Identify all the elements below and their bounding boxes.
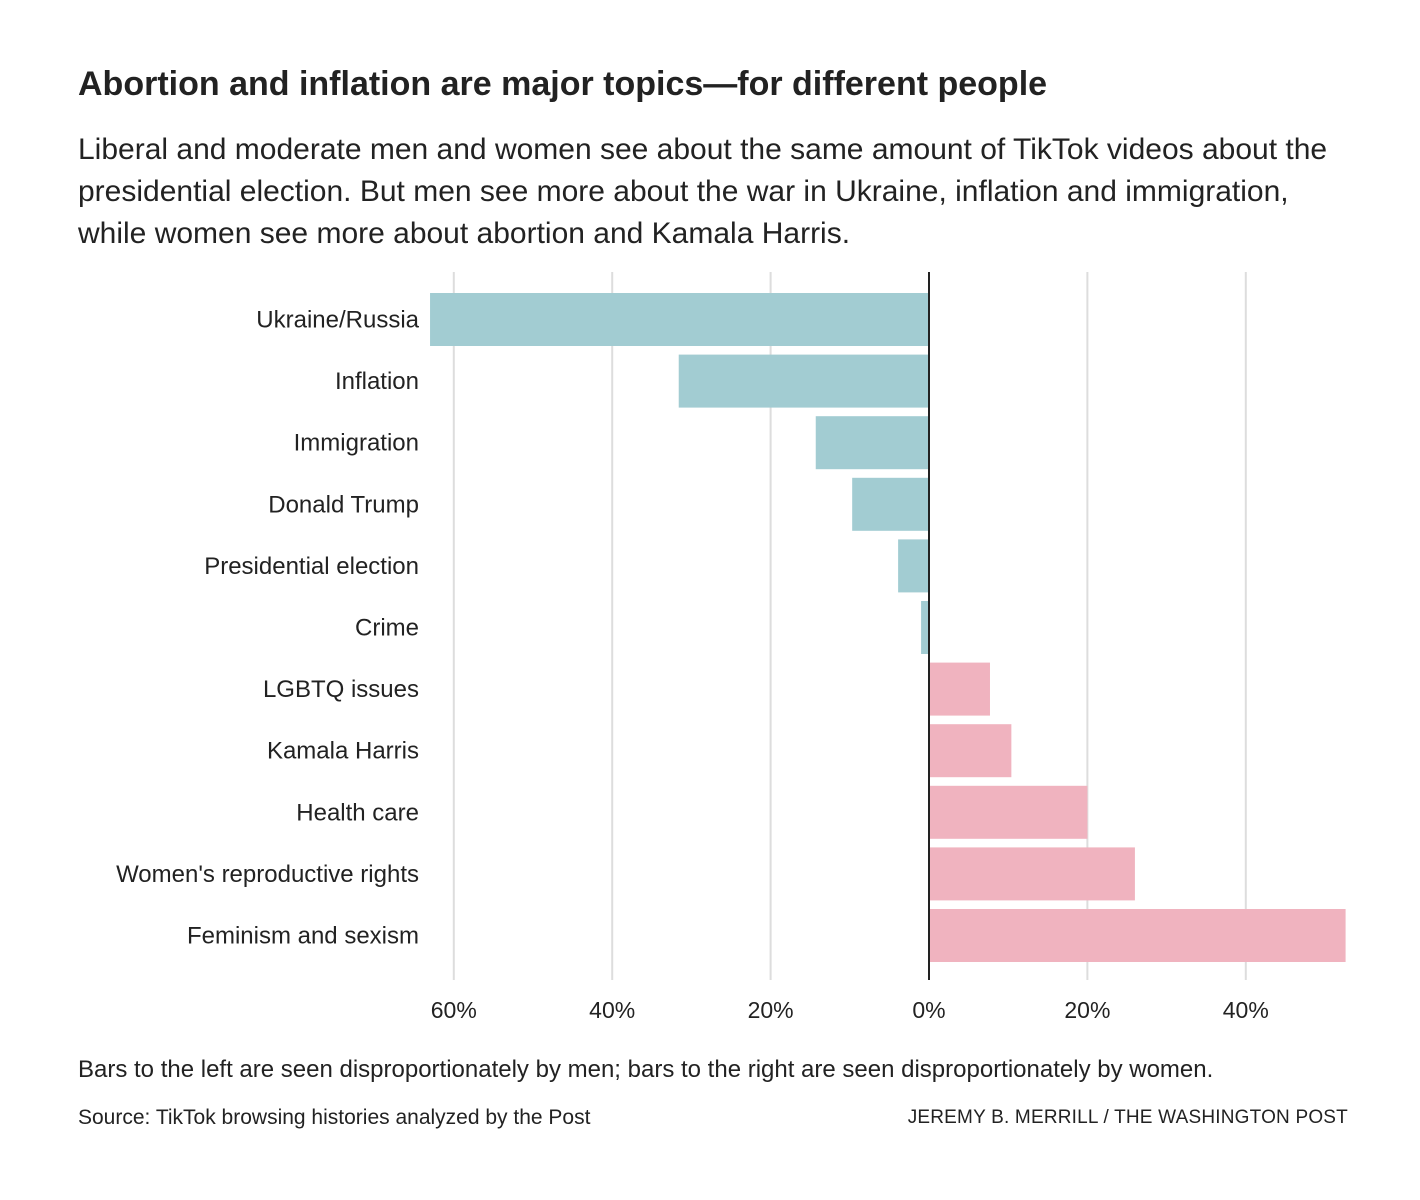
bar-ukraine-russia bbox=[430, 293, 929, 346]
chart-subtitle: Liberal and moderate men and women see a… bbox=[78, 133, 1328, 250]
category-label-inflation: Inflation bbox=[335, 368, 419, 395]
category-label-ukraine-russia: Ukraine/Russia bbox=[256, 307, 419, 334]
category-label-presidential-election: Presidential election bbox=[204, 553, 419, 580]
category-label-kamala-harris: Kamala Harris bbox=[267, 738, 419, 765]
category-label-lgbtq-issues: LGBTQ issues bbox=[263, 676, 419, 703]
bar-women-s-reproductive-rights bbox=[929, 847, 1135, 901]
gridlines bbox=[452, 272, 1247, 980]
bar-health-care bbox=[929, 785, 1088, 839]
source-line: Source: TikTok browsing histories analyz… bbox=[78, 1106, 591, 1129]
bar-inflation bbox=[678, 354, 929, 408]
x-tick-label-5: 40% bbox=[1223, 997, 1269, 1023]
bar-feminism-and-sexism bbox=[929, 909, 1346, 962]
chart-title: Abortion and inflation are major topics—… bbox=[78, 65, 1048, 103]
bar-presidential-election bbox=[898, 539, 929, 593]
chart-note: Bars to the left are seen disproportiona… bbox=[78, 1056, 1214, 1083]
bar-kamala-harris bbox=[929, 724, 1012, 778]
bar-immigration bbox=[815, 416, 929, 470]
x-tick-label-4: 20% bbox=[1064, 997, 1110, 1023]
bar-donald-trump bbox=[852, 477, 929, 531]
x-axis-ticks: 60% 40% 20% 0% 20% 40% bbox=[431, 997, 1269, 1023]
bar-crime bbox=[921, 601, 929, 654]
category-label-health-care: Health care bbox=[296, 799, 419, 826]
x-tick-label-2: 20% bbox=[748, 997, 794, 1023]
category-label-feminism-and-sexism: Feminism and sexism bbox=[187, 923, 419, 950]
bars bbox=[430, 293, 1346, 962]
category-label-crime: Crime bbox=[355, 615, 419, 642]
x-tick-label-0: 60% bbox=[431, 997, 477, 1023]
category-label-women-s-reproductive-rights: Women's reproductive rights bbox=[116, 861, 419, 888]
credit-line: JEREMY B. MERRILL / THE WASHINGTON POST bbox=[907, 1107, 1348, 1128]
category-label-donald-trump: Donald Trump bbox=[268, 491, 419, 518]
x-tick-label-3: 0% bbox=[912, 997, 945, 1023]
bar-lgbtq-issues bbox=[929, 662, 990, 716]
x-tick-label-1: 40% bbox=[589, 997, 635, 1023]
category-label-immigration: Immigration bbox=[294, 430, 419, 457]
category-labels: Ukraine/Russia Inflation Immigration Donald… bbox=[116, 307, 420, 950]
